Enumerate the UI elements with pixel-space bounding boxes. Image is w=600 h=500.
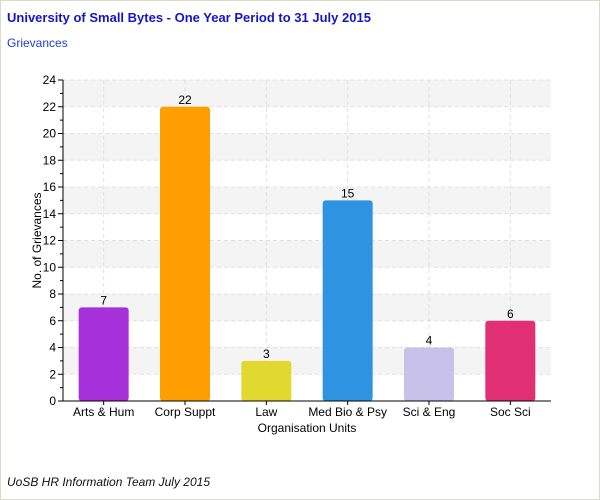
- bar: [404, 347, 454, 401]
- plot-bands: [63, 80, 551, 375]
- plot-band: [63, 133, 551, 161]
- plot-band: [63, 240, 551, 268]
- y-tick-label: 22: [43, 100, 57, 114]
- x-tick-label: Soc Sci: [490, 405, 531, 419]
- plot-band: [63, 187, 551, 214]
- y-tick-label: 16: [43, 180, 57, 194]
- bar: [160, 106, 210, 401]
- bar-data-label: 15: [341, 186, 355, 200]
- y-tick-label: 0: [49, 394, 56, 408]
- labels: 7 Arts & Hum 22 Corp Suppt 3 Law 15 Med Bio & P…: [30, 73, 531, 435]
- axes: [58, 79, 551, 405]
- bar: [241, 360, 292, 401]
- bar-data-label: 3: [263, 347, 270, 361]
- footer-credit: UoSB HR Information Team July 2015: [7, 475, 210, 489]
- y-axis-title: No. of Grievances: [30, 192, 44, 288]
- bar: [78, 307, 129, 401]
- y-tick-label: 4: [49, 341, 56, 355]
- y-tick-label: 20: [43, 127, 57, 141]
- y-tick-label: 12: [43, 234, 57, 248]
- y-tick-label: 10: [43, 260, 57, 274]
- bar-data-label: 22: [178, 93, 192, 107]
- chart-title: University of Small Bytes - One Year Per…: [7, 10, 371, 25]
- bars: [78, 106, 536, 401]
- plot-band: [63, 347, 551, 375]
- x-tick-label: Corp Suppt: [155, 405, 216, 419]
- bar: [322, 200, 373, 401]
- bar: [485, 320, 536, 401]
- plot-band: [63, 294, 551, 321]
- bar-data-label: 4: [426, 334, 433, 348]
- bar-data-label: 7: [100, 293, 107, 307]
- x-tick-label: Med Bio & Psy: [308, 405, 387, 419]
- y-tick-label: 2: [49, 367, 56, 381]
- y-tick-label: 24: [43, 73, 57, 87]
- x-tick-label: Arts & Hum: [73, 405, 134, 419]
- x-tick-label: Sci & Eng: [403, 405, 456, 419]
- y-tick-label: 18: [43, 153, 57, 167]
- x-tick-label: Law: [255, 405, 277, 419]
- y-tick-label: 6: [49, 314, 56, 328]
- x-axis-title: Organisation Units: [258, 421, 357, 435]
- bar-data-label: 6: [507, 307, 514, 321]
- y-tick-label: 14: [43, 207, 57, 221]
- plot-band: [63, 80, 551, 107]
- y-tick-label: 8: [49, 287, 56, 301]
- chart-subtitle: Grievances: [7, 36, 68, 50]
